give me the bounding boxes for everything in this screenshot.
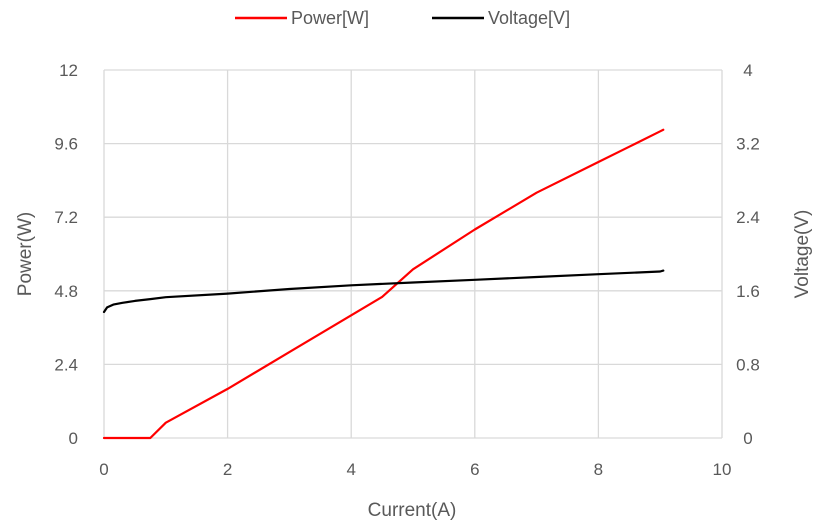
y-tick-label: 2.4	[54, 355, 78, 374]
y2-tick-label: 0.8	[736, 355, 760, 374]
series-line-power	[102, 128, 665, 440]
y2-tick-label: 3.2	[736, 135, 760, 154]
x-axis-title: Current(A)	[368, 500, 457, 521]
y-tick-label: 12	[59, 61, 78, 80]
x-tick-label: 0	[99, 460, 108, 479]
legend-label-power: Power[W]	[291, 8, 369, 28]
x-tick-label: 4	[346, 460, 355, 479]
y-tick-label: 0	[69, 429, 78, 448]
series-layer	[102, 128, 665, 440]
y2-tick-label: 1.6	[736, 282, 760, 301]
legend: Power[W] Voltage[V]	[235, 8, 570, 28]
y-tick-label: 7.2	[54, 208, 78, 227]
y2-tick-label: 2.4	[736, 208, 760, 227]
gridlines	[103, 69, 723, 439]
y-axis-title: Power(W)	[15, 212, 36, 296]
x-axis-ticks: 0 2 4 6 8 10	[99, 460, 731, 479]
series-line-voltage	[102, 269, 665, 314]
y2-axis-ticks: 0 0.8 1.6 2.4 3.2 4	[736, 61, 760, 448]
y-tick-label: 4.8	[54, 282, 78, 301]
x-tick-label: 2	[223, 460, 232, 479]
y2-tick-label: 0	[743, 429, 752, 448]
y-axis-ticks: 0 2.4 4.8 7.2 9.6 12	[54, 61, 78, 448]
x-tick-label: 6	[470, 460, 479, 479]
y-tick-label: 9.6	[54, 135, 78, 154]
legend-label-voltage: Voltage[V]	[488, 8, 570, 28]
y2-tick-label: 4	[743, 61, 752, 80]
x-tick-label: 8	[594, 460, 603, 479]
y2-axis-title: Voltage(V)	[792, 210, 813, 299]
x-tick-label: 10	[713, 460, 732, 479]
